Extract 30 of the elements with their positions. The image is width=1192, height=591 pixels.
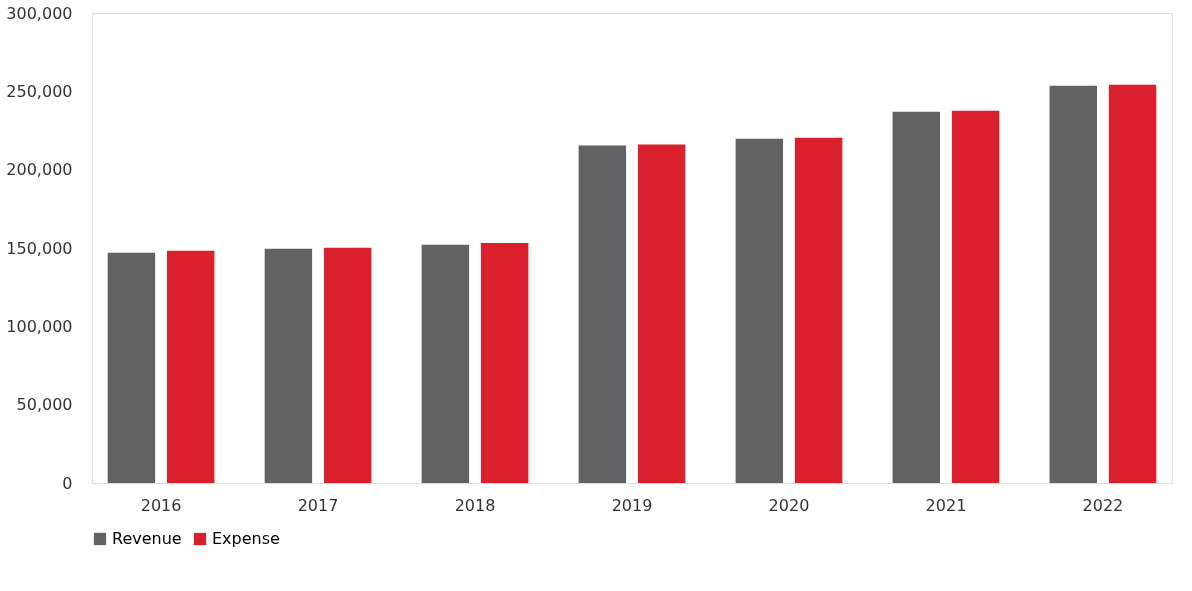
- bar: [107, 252, 156, 483]
- bar: [480, 242, 529, 483]
- legend-label: Expense: [212, 529, 280, 548]
- bar: [735, 138, 784, 483]
- bar: [1049, 85, 1097, 483]
- x-tick-label: 2018: [454, 495, 496, 515]
- bar: [578, 145, 627, 483]
- y-tick-label: 300,000: [6, 3, 73, 23]
- bar: [892, 111, 941, 483]
- x-tick-label: 2021: [925, 495, 967, 515]
- bar: [323, 247, 372, 483]
- bar: [421, 244, 470, 483]
- y-tick-label: 150,000: [6, 238, 73, 258]
- y-tick-label: 50,000: [16, 395, 73, 415]
- bar: [264, 248, 313, 483]
- bar: [794, 137, 843, 483]
- y-tick-label: 100,000: [6, 316, 73, 336]
- bar: [167, 250, 215, 483]
- x-tick-label: 2019: [611, 495, 653, 515]
- x-tick-label: 2022: [1082, 495, 1124, 515]
- y-tick-label: 0: [62, 473, 73, 493]
- x-tick-label: 2017: [297, 495, 339, 515]
- y-tick-label: 200,000: [6, 160, 73, 180]
- bar: [951, 110, 1000, 483]
- x-tick-label: 2016: [140, 495, 182, 515]
- y-tick-label: 250,000: [6, 81, 73, 101]
- legend-label: Revenue: [112, 529, 182, 548]
- x-tick-label: 2020: [768, 495, 810, 515]
- bar: [1108, 84, 1157, 483]
- bar: [637, 144, 686, 483]
